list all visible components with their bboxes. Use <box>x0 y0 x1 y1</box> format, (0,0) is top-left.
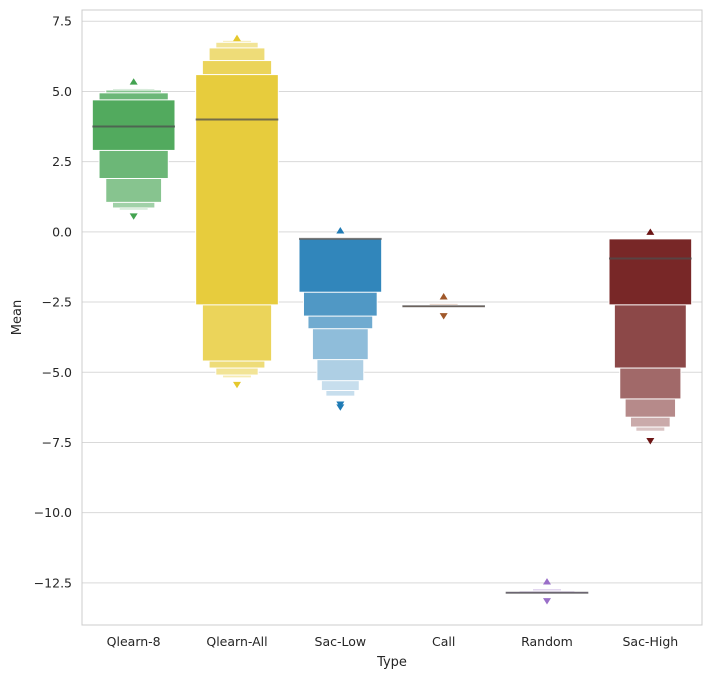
y-axis-label: Mean <box>10 300 25 335</box>
outlier-marker-high <box>233 34 241 42</box>
boxen-group-call <box>401 293 486 320</box>
outlier-marker-high <box>336 227 345 234</box>
boxen-group-sac-high <box>608 228 693 445</box>
outlier-marker-high <box>543 578 551 585</box>
boxen-group-qlearn-all <box>195 34 279 389</box>
outlier-marker-low <box>233 381 241 389</box>
y-tick-label: −10.0 <box>34 505 72 520</box>
x-tick-label: Random <box>521 634 573 649</box>
x-tick-label: Sac-Low <box>315 634 367 649</box>
x-tick-label: Call <box>432 634 455 649</box>
y-tick-label: −5.0 <box>42 365 72 380</box>
y-tick-label: 5.0 <box>52 84 72 99</box>
grid-layer <box>82 20 702 584</box>
x-tick-label: Qlearn-All <box>206 634 267 649</box>
y-tick-label: 2.5 <box>52 154 72 169</box>
x-tick-labels: Qlearn-8 Qlearn-All Sac-Low Call Random Sac-H… <box>107 634 679 649</box>
plot-frame <box>81 9 703 626</box>
outlier-marker-low <box>129 213 138 220</box>
x-tick-label: Qlearn-8 <box>107 634 161 649</box>
y-tick-label: 0.0 <box>52 224 72 239</box>
boxen-level-box <box>91 99 176 151</box>
boxen-group-qlearn-8 <box>91 78 176 220</box>
boxen-level-box <box>195 74 279 306</box>
box-layer <box>91 34 693 605</box>
boxen-group-sac-low <box>298 227 383 411</box>
outlier-marker-low <box>646 438 655 445</box>
outlier-marker-low <box>439 313 448 320</box>
y-tick-label: −2.5 <box>42 295 72 310</box>
outlier-marker-high <box>129 78 138 85</box>
x-tick-label: Sac-High <box>622 634 678 649</box>
y-tick-label: 7.5 <box>52 14 72 29</box>
y-tick-labels: 7.5 5.0 2.5 0.0 −2.5 −5.0 −7.5 −10.0 −12.5 <box>34 14 72 591</box>
boxen-group-random <box>505 578 589 605</box>
boxen-level-box <box>298 238 383 293</box>
y-tick-label: −12.5 <box>34 575 72 590</box>
outlier-marker-low <box>543 598 551 605</box>
outlier-marker-low <box>336 404 345 411</box>
y-tick-label: −7.5 <box>42 435 72 450</box>
outlier-marker-high <box>646 228 655 235</box>
x-axis-label: Type <box>376 655 407 670</box>
outlier-marker-high <box>439 293 448 300</box>
boxen-level-box <box>608 238 693 306</box>
